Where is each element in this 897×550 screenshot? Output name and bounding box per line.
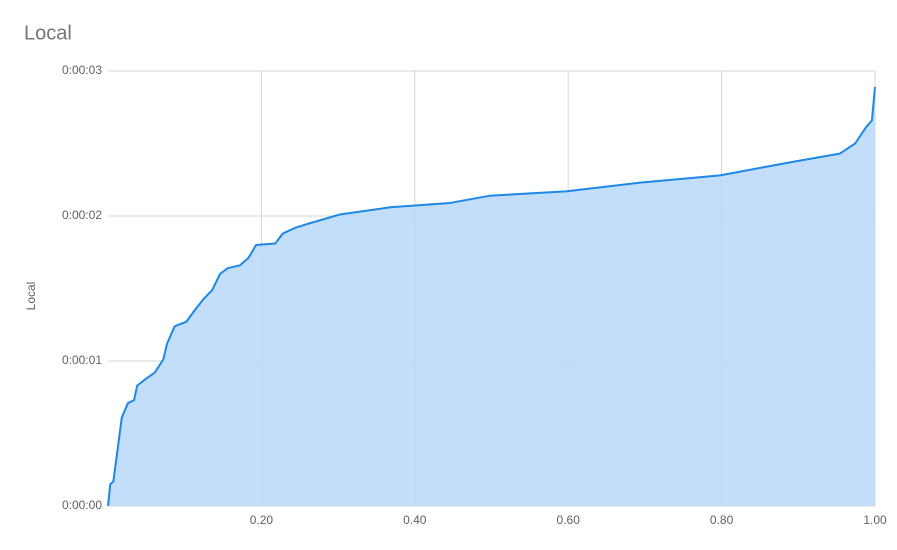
y-tick-label: 0:00:02 [62, 208, 102, 222]
chart-title: Local [24, 22, 72, 44]
x-tick-label: 0.60 [557, 513, 581, 527]
y-tick-label: 0:00:03 [62, 63, 102, 77]
y-tick-label: 0:00:00 [62, 498, 102, 512]
area-fill [108, 86, 875, 506]
x-tick-label: 1.00 [863, 513, 887, 527]
x-tick-label: 0.20 [250, 513, 274, 527]
y-tick-label: 0:00:01 [62, 353, 102, 367]
x-tick-label: 0.80 [710, 513, 734, 527]
area-line [107, 86, 876, 507]
x-tick-label: 0.40 [403, 513, 427, 527]
y-axis-label: Local [24, 282, 38, 311]
